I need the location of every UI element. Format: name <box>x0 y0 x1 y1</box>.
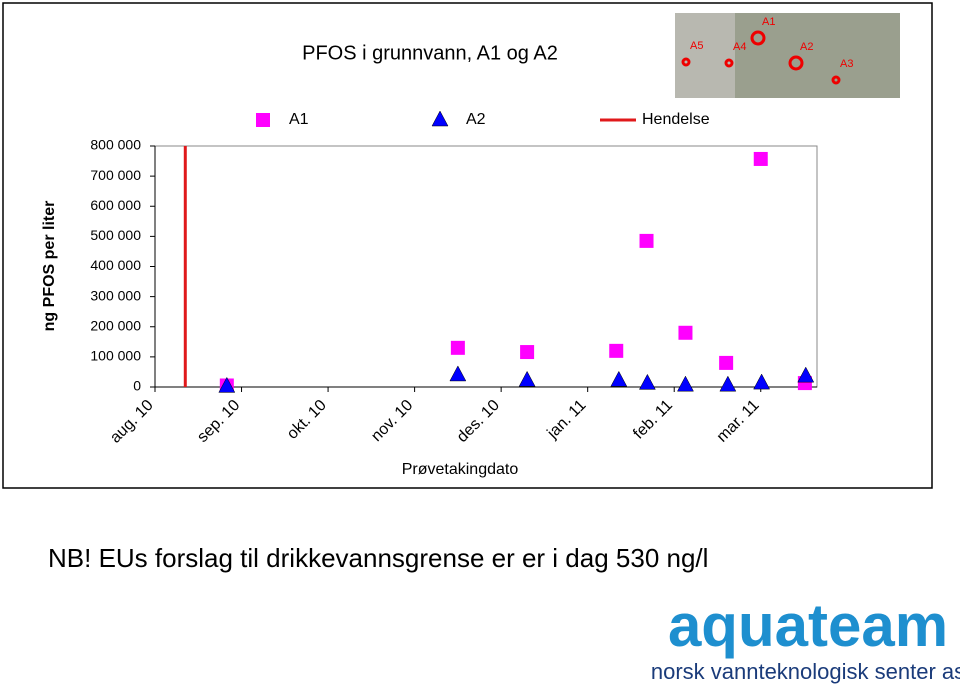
map-label: A4 <box>733 41 746 53</box>
marker-triangle <box>638 373 656 390</box>
marker-triangle <box>719 375 737 392</box>
map-point <box>750 30 766 46</box>
y-tick-label: 500 000 <box>90 227 141 243</box>
x-axis-label: Prøvetakingdato <box>402 461 519 478</box>
y-axis-label: ng PFOS per liter <box>41 201 58 332</box>
logo-name: aquateam <box>668 592 948 659</box>
marker-triangle <box>753 373 771 390</box>
map-point <box>681 57 691 67</box>
marker-square <box>639 233 654 248</box>
marker-triangle <box>518 370 536 387</box>
legend-label: A2 <box>466 111 486 128</box>
chart-title: PFOS i grunnvann, A1 og A2 <box>302 42 558 64</box>
map-labels: A1 A2 A3 A4 A5 <box>681 16 853 85</box>
y-tick-label: 700 000 <box>90 167 141 183</box>
y-tick-label: 0 <box>133 378 141 394</box>
marker-triangle <box>610 370 628 387</box>
y-tick-label: 100 000 <box>90 348 141 364</box>
y-tick-label: 200 000 <box>90 317 141 333</box>
note: NB! EUs forslag til drikkevannsgrense er… <box>48 543 708 573</box>
marker-triangle <box>449 365 467 382</box>
marker-square <box>520 345 535 360</box>
map-road <box>675 13 735 98</box>
map-label: A1 <box>762 16 775 28</box>
legend-label: Hendelse <box>642 111 710 128</box>
map-point <box>831 75 841 85</box>
y-tick-label: 600 000 <box>90 197 141 213</box>
marker-square <box>256 113 270 127</box>
y-tick-label: 300 000 <box>90 287 141 303</box>
marker-square <box>719 355 734 370</box>
y-tick-label: 400 000 <box>90 257 141 273</box>
marker-triangle <box>677 375 694 392</box>
marker-triangle <box>797 366 815 383</box>
map-label: A3 <box>840 58 853 70</box>
marker-square <box>678 325 693 340</box>
marker-square <box>753 151 768 166</box>
map-point <box>724 58 734 68</box>
marker-square <box>609 343 624 358</box>
marker-square <box>450 340 465 355</box>
logo-tagline: norsk vannteknologisk senter as <box>651 659 960 684</box>
marker-triangle <box>431 110 449 127</box>
map-point <box>788 55 804 71</box>
marker-triangle <box>218 376 236 393</box>
map-label: A5 <box>690 40 703 52</box>
legend-label: A1 <box>289 111 309 128</box>
y-tick-label: 800 000 <box>90 137 141 153</box>
map-label: A2 <box>800 41 813 53</box>
